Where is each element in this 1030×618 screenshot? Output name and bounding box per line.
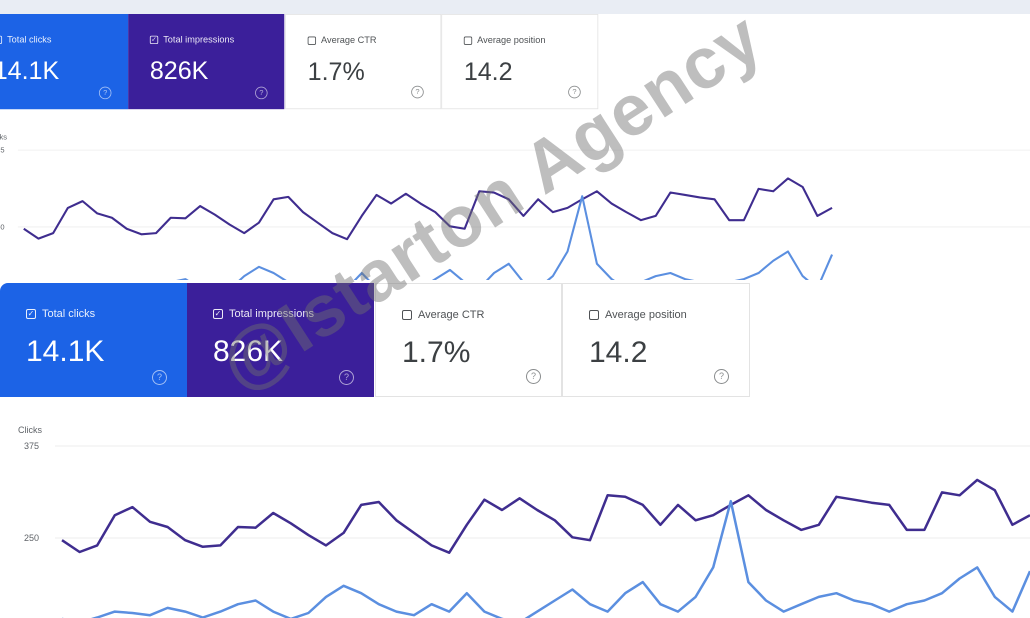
metric-label: Average position — [605, 309, 687, 321]
metric-value: 14.1K — [0, 57, 60, 85]
metric-card-average-position[interactable]: Average position 14.2 ? — [441, 14, 599, 110]
performance-panel-top: ✓ Total clicks 14.1K ? ✓ Total impressions… — [0, 14, 1030, 280]
metric-card-total-impressions[interactable]: ✓ Total impressions 826K ? — [187, 283, 374, 397]
metric-card-total-clicks[interactable]: ✓ Total clicks 14.1K ? — [0, 283, 187, 397]
help-icon[interactable]: ? — [255, 86, 268, 100]
metric-value: 1.7% — [307, 58, 365, 86]
checkbox-icon[interactable]: ✓ — [26, 309, 36, 319]
panel: ✓ Total clicks 14.1K ? ✓ Total impressions… — [0, 283, 1030, 618]
panel: ✓ Total clicks 14.1K ? ✓ Total impressions… — [0, 14, 1030, 280]
checkbox-icon[interactable] — [463, 36, 473, 45]
metric-value: 14.2 — [463, 58, 513, 86]
metric-value: 826K — [149, 57, 209, 85]
help-icon[interactable]: ? — [526, 369, 541, 384]
metric-card-total-clicks[interactable]: ✓ Total clicks 14.1K ? — [0, 14, 129, 110]
metric-value: 1.7% — [402, 336, 471, 369]
y-axis-title: Clicks — [18, 425, 42, 435]
checkbox-icon[interactable] — [589, 310, 599, 320]
metric-value: 14.2 — [589, 336, 648, 369]
checkbox-icon[interactable]: ✓ — [0, 35, 3, 45]
metric-label: Total clicks — [7, 34, 52, 45]
metric-value: 14.1K — [26, 335, 105, 368]
y-tick-label: 375 — [0, 145, 5, 155]
help-icon[interactable]: ? — [339, 370, 354, 385]
impressions-line — [61, 478, 1030, 554]
checkbox-icon[interactable] — [402, 310, 412, 320]
metric-card-average-ctr[interactable]: Average CTR 1.7% ? — [285, 14, 442, 110]
metric-value: 826K — [213, 335, 284, 368]
checkbox-icon[interactable] — [307, 36, 317, 45]
metric-card-average-ctr[interactable]: Average CTR 1.7% ? — [375, 283, 562, 397]
y-tick-label: 250 — [24, 533, 40, 543]
header-bar — [0, 0, 1030, 14]
checkbox-icon[interactable]: ✓ — [149, 35, 159, 45]
metric-label: Total impressions — [163, 34, 235, 45]
impressions-line — [23, 177, 833, 241]
performance-panel-bottom: ✓ Total clicks 14.1K ? ✓ Total impressions… — [0, 283, 1030, 618]
help-icon[interactable]: ? — [714, 369, 729, 384]
metric-label: Total impressions — [229, 308, 314, 320]
checkbox-icon[interactable]: ✓ — [213, 309, 223, 319]
metric-card-average-position[interactable]: Average position 14.2 ? — [562, 283, 750, 397]
y-tick-label: 250 — [0, 222, 5, 232]
help-icon[interactable]: ? — [411, 85, 424, 99]
help-icon[interactable]: ? — [568, 85, 581, 99]
metric-label: Average CTR — [418, 309, 485, 321]
performance-chart — [55, 445, 1030, 618]
performance-chart — [17, 149, 1030, 280]
metric-card-total-impressions[interactable]: ✓ Total impressions 826K ? — [128, 14, 285, 110]
y-tick-label: 375 — [24, 441, 40, 451]
metric-label: Total clicks — [42, 308, 96, 320]
metric-label: Average CTR — [321, 35, 377, 46]
metric-label: Average position — [477, 35, 546, 46]
help-icon[interactable]: ? — [152, 370, 167, 385]
y-axis-title: Clicks — [0, 132, 8, 141]
clicks-line — [62, 499, 1030, 618]
help-icon[interactable]: ? — [98, 86, 112, 100]
